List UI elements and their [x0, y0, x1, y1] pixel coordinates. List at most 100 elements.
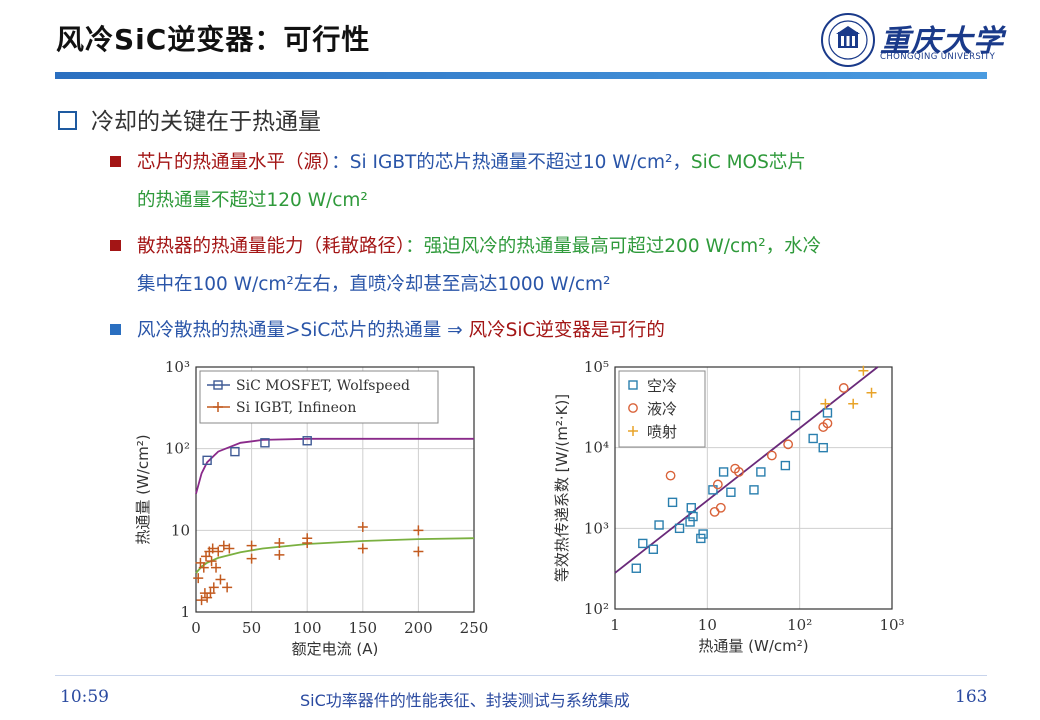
- slide-title: 风冷SiC逆变器：可行性: [56, 23, 371, 56]
- bullet-tail: 风冷SiC逆变器是可行的: [468, 320, 665, 341]
- data-point: [838, 383, 849, 393]
- x-tick-label: 10²: [787, 616, 812, 634]
- data-point: [413, 546, 424, 557]
- fit-line: [195, 437, 474, 495]
- legend-label: 空冷: [647, 377, 677, 395]
- data-point: [413, 525, 424, 536]
- y-tick-label: 1: [180, 603, 190, 621]
- data-point: [848, 398, 859, 409]
- bullet-lead: 芯片的热通量水平（源）: [137, 152, 332, 173]
- legend-label: Si IGBT, Infineon: [236, 400, 356, 416]
- plot-frame: [614, 366, 893, 610]
- data-point: [198, 562, 209, 573]
- data-point: [246, 540, 257, 551]
- data-point: [193, 573, 204, 584]
- chart-heatflux-vs-htc: 1 10 10² 10³ 10² 10³ 10⁴ 10⁵ 热通量 (W/cm²) 等效热传递系数 …: [553, 358, 905, 655]
- bullet-conclusion: 风冷散热的热通量>SiC芯片的热通量 ⇒ 风冷SiC逆变器是可行的: [110, 312, 990, 350]
- y-tick-label: 10³: [165, 358, 190, 376]
- legend-label: 液冷: [647, 400, 677, 418]
- data-point: [783, 439, 794, 450]
- data-point: [274, 537, 285, 548]
- data-point: [718, 467, 729, 477]
- data-point: [357, 543, 368, 554]
- bullet-lead: 风冷散热的热通量>SiC芯片的热通量 ⇒: [137, 320, 469, 341]
- fit-line: [195, 537, 475, 574]
- y-tick-label: 10⁵: [584, 358, 609, 376]
- legend-label: SiC MOSFET, Wolfspeed: [236, 378, 410, 394]
- legend-marker: [628, 403, 638, 413]
- y-tick-label: 10: [171, 521, 190, 539]
- data-point: [213, 546, 224, 557]
- bullet-colon: ：: [405, 236, 424, 257]
- square-bullet-icon: [110, 156, 121, 167]
- x-axis-label: 热通量 (W/cm²): [698, 637, 808, 655]
- data-point: [196, 595, 207, 606]
- data-point: [222, 582, 233, 593]
- bullet-body-green-cont: 的热通量不超过120 W/cm²: [137, 190, 368, 211]
- university-logo: 重庆大学 CHONGQING UNIVERSITY: [820, 12, 1020, 70]
- data-point: [674, 523, 685, 534]
- data-point: [211, 562, 222, 573]
- logo-subtitle: CHONGQING UNIVERSITY: [880, 52, 996, 62]
- y-tick-label: 10²: [584, 600, 609, 618]
- footer-page-number: 163: [955, 687, 988, 707]
- legend-marker: [213, 402, 223, 412]
- data-point: [686, 503, 696, 513]
- data-point: [712, 479, 723, 490]
- footer-time: 10:59: [60, 687, 109, 707]
- bullet-body: Si IGBT的芯片热通量不超过10 W/cm²，: [349, 152, 691, 173]
- x-tick-label: 50: [242, 619, 261, 637]
- data-point: [698, 529, 708, 539]
- x-tick-label: 1: [610, 616, 620, 634]
- x-tick-label: 0: [191, 619, 201, 637]
- data-point: [205, 588, 216, 599]
- data-point: [665, 470, 676, 481]
- data-point: [638, 538, 648, 549]
- data-point: [734, 467, 744, 477]
- fit-line: [614, 366, 879, 574]
- data-point: [207, 543, 218, 554]
- data-point: [260, 438, 270, 448]
- data-point: [780, 460, 791, 471]
- data-point: [246, 553, 257, 564]
- x-tick-label: 150: [348, 619, 377, 637]
- data-point: [709, 506, 720, 517]
- x-axis-label: 额定电流 (A): [292, 640, 379, 658]
- data-point: [215, 574, 226, 585]
- title-underline-bar: [55, 72, 987, 79]
- data-point: [224, 543, 235, 554]
- data-point: [688, 511, 698, 522]
- plot-frame: [195, 366, 475, 613]
- data-point: [685, 517, 695, 527]
- footer-title: SiC功率器件的性能表征、封装测试与系统集成: [300, 691, 630, 710]
- data-point: [230, 446, 240, 457]
- y-tick-label: 10⁴: [584, 439, 609, 457]
- square-bullet-icon: [110, 240, 121, 251]
- section-heading: 冷却的关键在于热通量: [58, 102, 321, 136]
- bullet-colon: ：: [331, 152, 350, 173]
- data-point: [808, 433, 818, 444]
- data-point: [749, 485, 759, 495]
- bullet-heatsink-flux: 散热器的热通量能力（耗散路径）：强迫风冷的热通量最高可超过200 W/cm²，水…: [110, 228, 990, 304]
- data-point: [822, 408, 833, 418]
- bullet-chip-flux: 芯片的热通量水平（源）：Si IGBT的芯片热通量不超过10 W/cm²，SiC…: [110, 144, 990, 220]
- logo-text: 重庆大学: [880, 24, 1004, 59]
- data-point: [654, 520, 664, 530]
- bullet-lead: 散热器的热通量能力（耗散路径）: [137, 236, 406, 257]
- data-point: [818, 442, 828, 453]
- data-point: [357, 521, 368, 532]
- x-tick-label: 200: [404, 619, 433, 637]
- data-point: [648, 544, 659, 554]
- data-point: [726, 487, 736, 497]
- y-tick-label: 10³: [584, 519, 609, 537]
- data-point: [822, 418, 833, 429]
- square-bullet-icon: [110, 324, 121, 335]
- data-point: [667, 497, 678, 508]
- bullet-body: 强迫风冷的热通量最高可超过200 W/cm²，水冷: [423, 236, 822, 257]
- data-point: [858, 365, 869, 376]
- x-tick-label: 250: [460, 619, 489, 637]
- data-point: [218, 540, 229, 551]
- legend-marker: [213, 380, 223, 390]
- chart-current-vs-heatflux: 0 50 100 150 200 250 1 10 10² 10³ 额定电流 (A) 热通量 (W/c…: [134, 358, 489, 658]
